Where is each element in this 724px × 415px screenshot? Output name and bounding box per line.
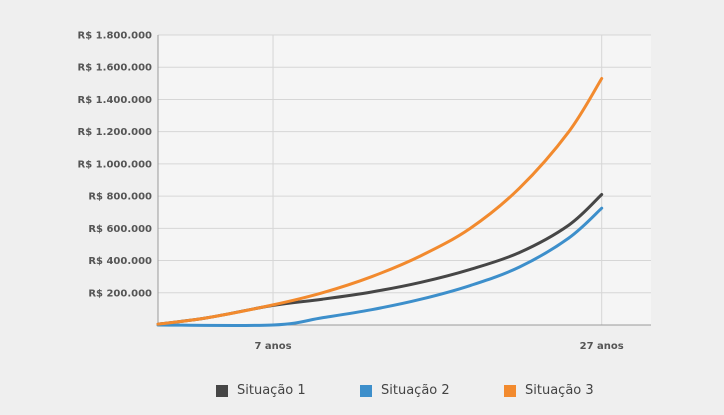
- legend-item-3[interactable]: Situação 3: [504, 383, 594, 398]
- legend-swatch: [504, 384, 516, 397]
- y-tick-label: R$ 600.000: [88, 224, 152, 235]
- y-tick-label: R$ 1.400.000: [78, 95, 152, 106]
- legend-item-2[interactable]: Situação 2: [360, 383, 450, 398]
- legend-label: Situação 2: [381, 383, 450, 398]
- legend-label: Situação 3: [525, 383, 594, 398]
- x-tick-label: 27 anos: [580, 341, 624, 352]
- legend-item-1[interactable]: Situação 1: [216, 383, 306, 398]
- y-tick-label: R$ 200.000: [88, 288, 152, 299]
- y-tick-label: R$ 400.000: [88, 256, 152, 267]
- y-tick-label: R$ 1.200.000: [78, 127, 152, 138]
- series-line-2: [156, 206, 604, 328]
- y-tick-label: R$ 1.000.000: [78, 159, 152, 170]
- y-tick-label: R$ 800.000: [88, 192, 152, 203]
- series-line-3: [156, 77, 604, 326]
- y-tick-label: R$ 1.600.000: [78, 63, 152, 74]
- x-tick-label: 7 anos: [254, 341, 291, 352]
- y-tick-label: R$ 1.800.000: [78, 31, 152, 42]
- legend: Situação 1 Situação 2 Situação 3: [0, 383, 724, 403]
- legend-label: Situação 1: [237, 383, 306, 398]
- legend-swatch: [360, 384, 372, 397]
- legend-swatch: [216, 384, 228, 397]
- plot-area: [158, 35, 651, 325]
